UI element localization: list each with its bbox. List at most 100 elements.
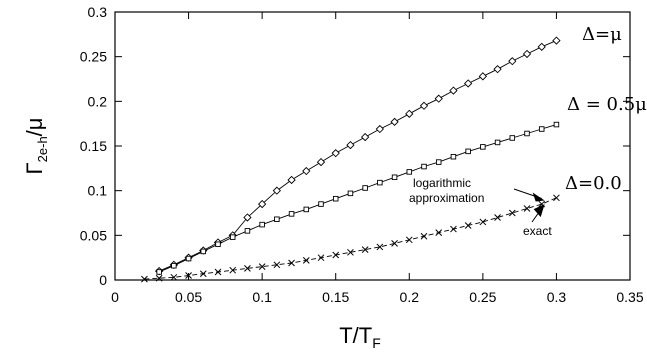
data-point-cross	[273, 261, 281, 269]
y-tick-label: 0.15	[80, 138, 107, 154]
x-tick-label: 0.3	[547, 289, 567, 305]
data-point-diamond	[331, 149, 340, 158]
annotation-arrowhead-log	[532, 192, 545, 202]
x-tick-label: 0.35	[616, 289, 643, 305]
data-point-square	[244, 228, 251, 234]
data-point-cross	[199, 270, 207, 278]
y-tick-label: 0.1	[88, 183, 108, 199]
data-point-diamond	[346, 140, 355, 150]
data-point-square	[391, 174, 398, 181]
series-line-2	[144, 197, 557, 280]
data-point-square	[259, 221, 265, 228]
data-point-square	[450, 153, 457, 160]
data-point-cross	[553, 194, 560, 202]
data-point-diamond	[552, 36, 561, 45]
series-label-delta-half-mu: Δ = 0.5μ	[567, 94, 647, 115]
data-point-cross	[361, 246, 369, 253]
data-point-cross	[258, 263, 266, 270]
data-point-cross	[494, 214, 501, 221]
data-point-diamond	[434, 94, 443, 103]
data-point-diamond	[493, 65, 502, 74]
data-point-cross	[508, 209, 516, 217]
x-tick-label: 0.2	[400, 289, 420, 305]
data-point-cross	[347, 248, 354, 256]
data-point-square	[538, 126, 545, 132]
annotation-arrowhead-exact	[533, 204, 545, 218]
data-point-square	[524, 130, 530, 137]
annotation-exact: exact	[523, 224, 552, 238]
data-point-diamond	[316, 157, 326, 167]
data-point-square	[553, 121, 560, 128]
data-point-cross	[244, 265, 251, 272]
y-tick-label: 0.2	[88, 93, 108, 109]
y-axis-label: Γ2e-h/μ	[22, 118, 50, 175]
data-point-square	[288, 211, 295, 217]
data-point-cross	[214, 268, 222, 276]
data-point-cross	[332, 251, 340, 259]
data-point-square	[171, 262, 177, 269]
data-point-square	[480, 144, 486, 150]
y-tick-label: 0	[99, 272, 107, 288]
data-point-diamond	[302, 166, 311, 176]
data-point-diamond	[464, 79, 473, 88]
data-point-square	[185, 255, 192, 262]
data-point-square	[156, 269, 162, 275]
data-point-square	[377, 179, 383, 186]
data-point-cross	[479, 218, 487, 226]
data-point-cross	[288, 259, 295, 267]
x-tick-label: 0	[111, 289, 119, 305]
data-point-cross	[170, 273, 178, 281]
annotation-logarithmic: logarithmic	[413, 176, 471, 190]
data-point-cross	[464, 222, 472, 229]
data-point-square	[494, 139, 501, 146]
data-point-diamond	[508, 56, 517, 66]
data-point-diamond	[390, 117, 399, 127]
data-point-square	[274, 216, 280, 223]
data-point-cross	[391, 240, 398, 247]
annotation-approximation: approximation	[409, 191, 484, 205]
data-point-diamond	[258, 199, 267, 209]
data-point-square	[465, 148, 471, 155]
data-point-diamond	[361, 132, 370, 142]
data-point-square	[362, 185, 368, 191]
data-point-cross	[435, 229, 443, 237]
data-point-cross	[420, 232, 428, 240]
data-point-cross	[317, 254, 325, 262]
data-point-square	[200, 248, 207, 255]
series-line-1	[158, 124, 557, 273]
x-tick-label: 0.15	[322, 289, 349, 305]
data-point-square	[229, 234, 236, 240]
x-tick-label: 0.1	[252, 289, 272, 305]
data-point-diamond	[375, 124, 384, 134]
data-point-square	[332, 195, 339, 202]
data-point-square	[406, 169, 413, 175]
data-point-diamond	[287, 175, 296, 185]
data-point-cross	[155, 274, 163, 282]
series-label-delta-zero: Δ=0.0	[565, 173, 622, 194]
data-point-cross	[405, 236, 413, 244]
data-point-diamond	[522, 49, 532, 59]
x-tick-label: 0.05	[175, 289, 202, 305]
data-point-cross	[523, 205, 531, 212]
x-tick-label: 0.25	[469, 289, 496, 305]
data-point-diamond	[449, 86, 458, 95]
y-tick-label: 0.3	[88, 4, 108, 20]
y-tick-label: 0.25	[80, 49, 107, 65]
data-point-square	[509, 135, 516, 141]
y-tick-label: 0.05	[80, 227, 107, 243]
data-point-diamond	[272, 186, 281, 195]
plot-frame	[114, 11, 631, 281]
data-point-cross	[450, 225, 457, 233]
data-point-diamond	[243, 213, 252, 222]
data-point-diamond	[478, 72, 487, 81]
data-point-square	[347, 190, 354, 197]
data-point-diamond	[405, 109, 414, 118]
data-point-square	[318, 201, 324, 207]
data-point-cross	[302, 256, 310, 264]
data-point-square	[215, 241, 221, 248]
series-label-delta-mu: Δ=μ	[582, 24, 622, 45]
data-point-square	[421, 163, 427, 170]
data-point-cross	[185, 272, 192, 279]
data-point-cross	[376, 243, 384, 251]
